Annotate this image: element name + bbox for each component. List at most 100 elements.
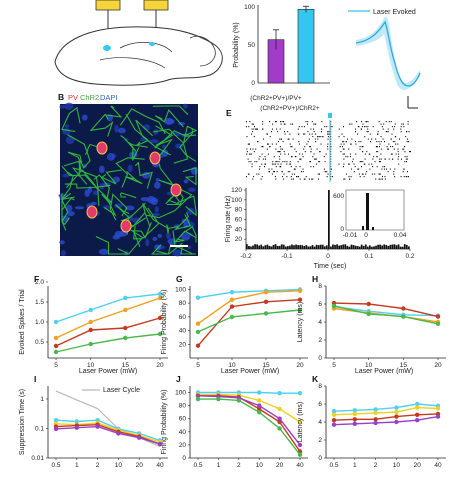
- raster-spike: [319, 173, 320, 175]
- chr2-fiber: [109, 193, 128, 221]
- raster-spike: [387, 128, 389, 130]
- raster-spike: [289, 161, 291, 163]
- psth-bar: [354, 245, 357, 249]
- psth-xtick-label: -0.1: [281, 253, 293, 260]
- series-line: [198, 391, 300, 394]
- raster-spike: [252, 178, 254, 180]
- psth-bar: [373, 246, 375, 249]
- raster-spike: [247, 158, 249, 160]
- raster-spike: [249, 121, 251, 123]
- raster-spike: [360, 141, 362, 143]
- raster-spike: [251, 166, 253, 168]
- raster-spike: [312, 156, 314, 158]
- raster-spike: [397, 143, 399, 145]
- raster-spike: [387, 148, 389, 150]
- ytick-label: 0: [182, 455, 186, 462]
- raster-spike: [310, 128, 312, 130]
- raster-spike: [340, 151, 342, 153]
- psth-bar: [323, 246, 326, 249]
- raster-spike: [361, 126, 363, 128]
- raster-spike: [311, 178, 313, 180]
- raster-spike: [356, 121, 358, 123]
- raster-spike: [291, 146, 293, 148]
- raster-spike: [314, 158, 316, 160]
- raster-spike: [292, 178, 294, 180]
- series-line: [333, 306, 439, 317]
- raster-spike: [299, 158, 301, 160]
- panel-c-category-0: (ChR2+PV+)/PV+: [250, 95, 302, 102]
- psth-bar: [311, 245, 314, 249]
- raster-spike: [384, 176, 386, 178]
- xtick-label: 10: [115, 462, 123, 469]
- raster-spike: [388, 121, 390, 123]
- chr2-fiber: [71, 167, 100, 192]
- raster-spike: [343, 153, 345, 155]
- raster-spike: [252, 123, 254, 125]
- series-line: [197, 309, 301, 333]
- raster-spike: [381, 126, 383, 128]
- raster-spike: [347, 156, 349, 158]
- dapi-nucleus: [166, 232, 171, 240]
- raster-spike: [269, 136, 271, 138]
- raster-spike: [291, 156, 293, 158]
- raster-spike: [377, 133, 379, 135]
- data-point: [157, 295, 163, 301]
- raster-spike: [402, 171, 404, 173]
- chr2-fiber: [177, 195, 197, 217]
- raster-spike: [251, 128, 253, 130]
- psth-bar: [381, 245, 384, 249]
- xtick-label: 20: [156, 362, 164, 369]
- raster-spike: [304, 146, 306, 148]
- raster-spike: [401, 123, 403, 125]
- raster-spike: [362, 151, 364, 153]
- raster-spike: [294, 148, 296, 150]
- ytick-label: 0: [318, 355, 322, 362]
- series-line: [333, 415, 439, 426]
- psth-bar: [342, 244, 345, 249]
- raster-spike: [275, 121, 276, 123]
- raster-spike: [368, 163, 370, 165]
- psth-xtick-label: 0.2: [405, 253, 414, 260]
- raster-spike: [403, 176, 405, 178]
- raster-spike: [410, 151, 411, 153]
- raster-spike: [295, 156, 297, 158]
- raster-spike: [295, 166, 297, 168]
- raster-spike: [348, 163, 350, 165]
- chr2-fiber: [182, 125, 198, 143]
- raster-spike: [266, 133, 268, 135]
- psth-bar: [366, 246, 369, 249]
- raster-spike: [397, 158, 399, 160]
- data-point: [435, 314, 441, 319]
- raster-spike: [408, 176, 409, 178]
- data-point: [95, 424, 100, 429]
- ytick-label: 40: [179, 429, 187, 436]
- psth-bar: [399, 246, 402, 249]
- raster-spike: [367, 131, 369, 133]
- raster-spike: [394, 141, 396, 143]
- dapi-nucleus: [186, 245, 192, 250]
- raster-spike: [379, 143, 381, 145]
- raster-spike: [407, 123, 409, 125]
- raster-spike: [282, 161, 284, 163]
- psth-xtick-label: -0.2: [240, 253, 252, 260]
- raster-spike: [325, 153, 327, 155]
- raster-spike: [394, 123, 396, 125]
- raster-spike: [382, 128, 384, 130]
- target-region: [103, 45, 111, 51]
- xtick-label: 10: [228, 362, 236, 369]
- data-point: [297, 288, 303, 293]
- data-point: [331, 303, 337, 308]
- raster-spike: [307, 123, 308, 125]
- raster-spike: [312, 136, 314, 138]
- raster-spike: [393, 128, 395, 130]
- raster-spike: [316, 163, 318, 165]
- raster-spike: [348, 148, 350, 150]
- raster-spike: [313, 153, 315, 155]
- raster-spike: [349, 153, 351, 155]
- ytick-label: 100: [175, 286, 186, 293]
- psth-inset-ytick-0: 0: [340, 226, 344, 233]
- raster-spike: [326, 176, 328, 178]
- data-point: [257, 410, 262, 415]
- raster-spike: [375, 138, 377, 140]
- raster-spike: [277, 151, 279, 153]
